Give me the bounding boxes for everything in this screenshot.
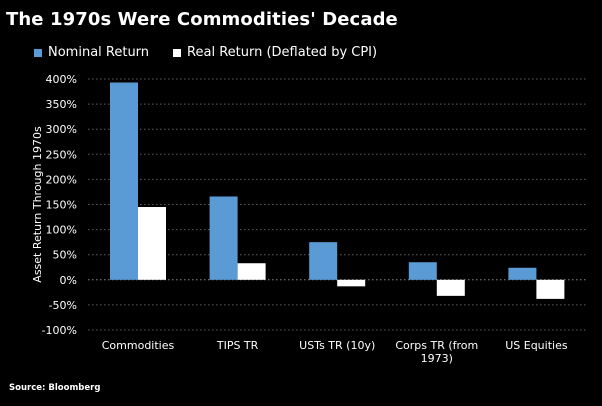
chart-title: The 1970s Were Commodities' Decade [6, 9, 398, 30]
legend-swatch-real [173, 48, 182, 57]
legend-swatch-nominal [34, 48, 42, 57]
bar-real [436, 279, 465, 296]
x-category-label: Commodities [102, 339, 175, 352]
bar-real [237, 263, 266, 280]
y-tick-label: 150% [46, 199, 77, 212]
y-axis-title: Asset Return Through 1970s [31, 126, 44, 283]
y-tick-label: -100% [42, 324, 77, 337]
y-tick-label: 400% [46, 73, 77, 86]
x-category-label: US Equities [505, 339, 568, 352]
legend-label-nominal: Nominal Return [48, 45, 150, 60]
bar-nominal [508, 267, 537, 280]
bar-real [536, 279, 565, 299]
y-tick-label: 250% [46, 148, 77, 161]
x-category-label: TIPS TR [216, 339, 259, 352]
source-note: Source: Bloomberg [9, 383, 101, 393]
y-tick-label: 200% [46, 173, 77, 186]
y-tick-label: -50% [49, 299, 77, 312]
bar-nominal [110, 82, 138, 280]
legend: Nominal Return Real Return (Deflated by … [34, 45, 377, 60]
x-category-label: USTs TR (10y) [299, 339, 375, 352]
bar-real [138, 207, 166, 280]
y-tick-label: 300% [46, 123, 77, 136]
bar-real [337, 279, 366, 287]
y-tick-label: 350% [46, 98, 77, 111]
y-tick-label: 0% [60, 274, 77, 287]
legend-item-real: Real Return (Deflated by CPI) [173, 45, 377, 60]
legend-label-real: Real Return (Deflated by CPI) [187, 45, 378, 60]
x-category-label: 1973) [421, 352, 453, 365]
legend-item-nominal: Nominal Return [34, 45, 149, 60]
bar-nominal [209, 196, 238, 280]
y-tick-label: 50% [53, 249, 77, 262]
x-category-label: Corps TR (from [395, 339, 478, 352]
bar-nominal [309, 242, 338, 280]
bar-nominal [408, 262, 437, 280]
y-tick-label: 100% [46, 224, 77, 237]
